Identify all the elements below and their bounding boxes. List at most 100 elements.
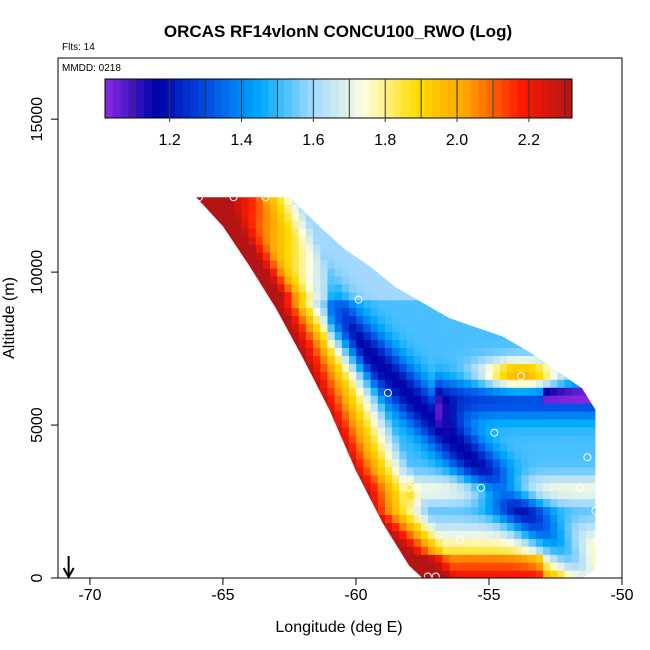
field-cell <box>492 546 501 555</box>
field-cell <box>492 331 501 341</box>
field-cell <box>507 554 515 563</box>
field-cell <box>514 570 523 578</box>
field-cell <box>521 434 530 444</box>
field-cell <box>428 538 436 547</box>
field-cell <box>435 554 443 563</box>
field-cell <box>341 347 350 356</box>
field-cell <box>370 403 379 412</box>
field-cell <box>593 434 596 444</box>
field-cell <box>349 458 357 468</box>
field-cell <box>485 442 494 452</box>
field-cell <box>586 490 594 500</box>
field-cell <box>291 212 300 221</box>
field-cell <box>499 379 508 388</box>
field-cell <box>262 220 271 229</box>
field-cell <box>226 220 235 229</box>
field-cell <box>528 403 537 412</box>
field-cell <box>435 371 443 380</box>
field-cell <box>464 482 472 492</box>
field-cell <box>377 514 386 523</box>
field-cell <box>564 482 573 492</box>
field-cell <box>399 490 408 500</box>
field-cell <box>313 228 321 237</box>
field-cell <box>449 411 458 420</box>
field-cell <box>557 418 566 428</box>
field-cell <box>255 236 264 245</box>
field-cell <box>528 546 537 555</box>
field-cell <box>270 236 278 245</box>
field-cell <box>370 411 379 420</box>
field-cell <box>377 347 386 356</box>
field-cell <box>363 403 372 412</box>
field-cell <box>392 506 400 515</box>
field-cell <box>320 291 329 301</box>
field-cell <box>550 474 558 484</box>
field-cell <box>586 522 594 531</box>
field-cell <box>313 244 321 253</box>
field-cell <box>349 323 357 333</box>
field-cell <box>456 522 465 531</box>
field-cell <box>435 347 443 356</box>
field-cell <box>521 395 530 404</box>
field-cell <box>514 379 523 388</box>
field-cell <box>514 554 523 563</box>
field-cell <box>578 411 587 420</box>
field-cell <box>593 458 596 468</box>
field-cell <box>507 371 515 380</box>
profile-point <box>516 372 525 381</box>
field-cell <box>327 251 336 261</box>
field-cell <box>550 434 558 444</box>
field-cell <box>370 339 379 348</box>
field-cell <box>363 323 372 333</box>
field-cell <box>320 251 329 261</box>
field-cell <box>370 267 379 277</box>
field-cell <box>349 411 357 420</box>
field-cell <box>456 363 465 372</box>
field-cell <box>385 395 393 404</box>
colorbar-swatch <box>221 79 231 118</box>
field-cell <box>528 474 537 484</box>
field-cell <box>557 482 566 492</box>
field-cell <box>492 522 501 531</box>
field-cell <box>543 554 551 563</box>
field-cell <box>219 220 228 229</box>
field-cell <box>499 442 508 452</box>
field-cell <box>420 387 429 396</box>
field-cell <box>392 426 400 436</box>
field-cell <box>428 522 436 531</box>
field-cell <box>442 554 451 563</box>
field-cell <box>406 530 415 539</box>
colorbar-swatch <box>416 79 425 118</box>
field-cell <box>370 498 379 508</box>
field-cell <box>485 347 494 356</box>
field-cell <box>363 291 372 301</box>
field-cell <box>413 403 422 412</box>
field-cell <box>499 355 508 364</box>
field-cell <box>464 546 472 555</box>
field-cell <box>514 514 523 523</box>
field-cell <box>341 442 350 452</box>
field-cell <box>277 236 285 245</box>
field-cell <box>385 466 393 476</box>
field-cell <box>449 498 458 508</box>
field-cell <box>535 403 544 412</box>
field-cell <box>377 418 386 428</box>
field-cell <box>514 363 523 372</box>
field-cell <box>514 562 523 571</box>
field-cell <box>248 236 257 245</box>
field-cell <box>557 506 566 515</box>
field-cell <box>507 506 515 515</box>
field-cell <box>420 458 429 468</box>
field-cell <box>507 347 515 356</box>
field-cell <box>270 197 278 205</box>
profile-point <box>195 193 203 202</box>
field-cell <box>406 403 415 412</box>
field-cell <box>226 204 235 213</box>
field-cell <box>399 434 408 444</box>
field-cell <box>435 363 443 372</box>
field-cell <box>464 530 472 539</box>
field-cell <box>435 426 443 436</box>
field-cell <box>305 267 314 277</box>
field-cell <box>471 418 479 428</box>
field-cell <box>593 442 596 452</box>
